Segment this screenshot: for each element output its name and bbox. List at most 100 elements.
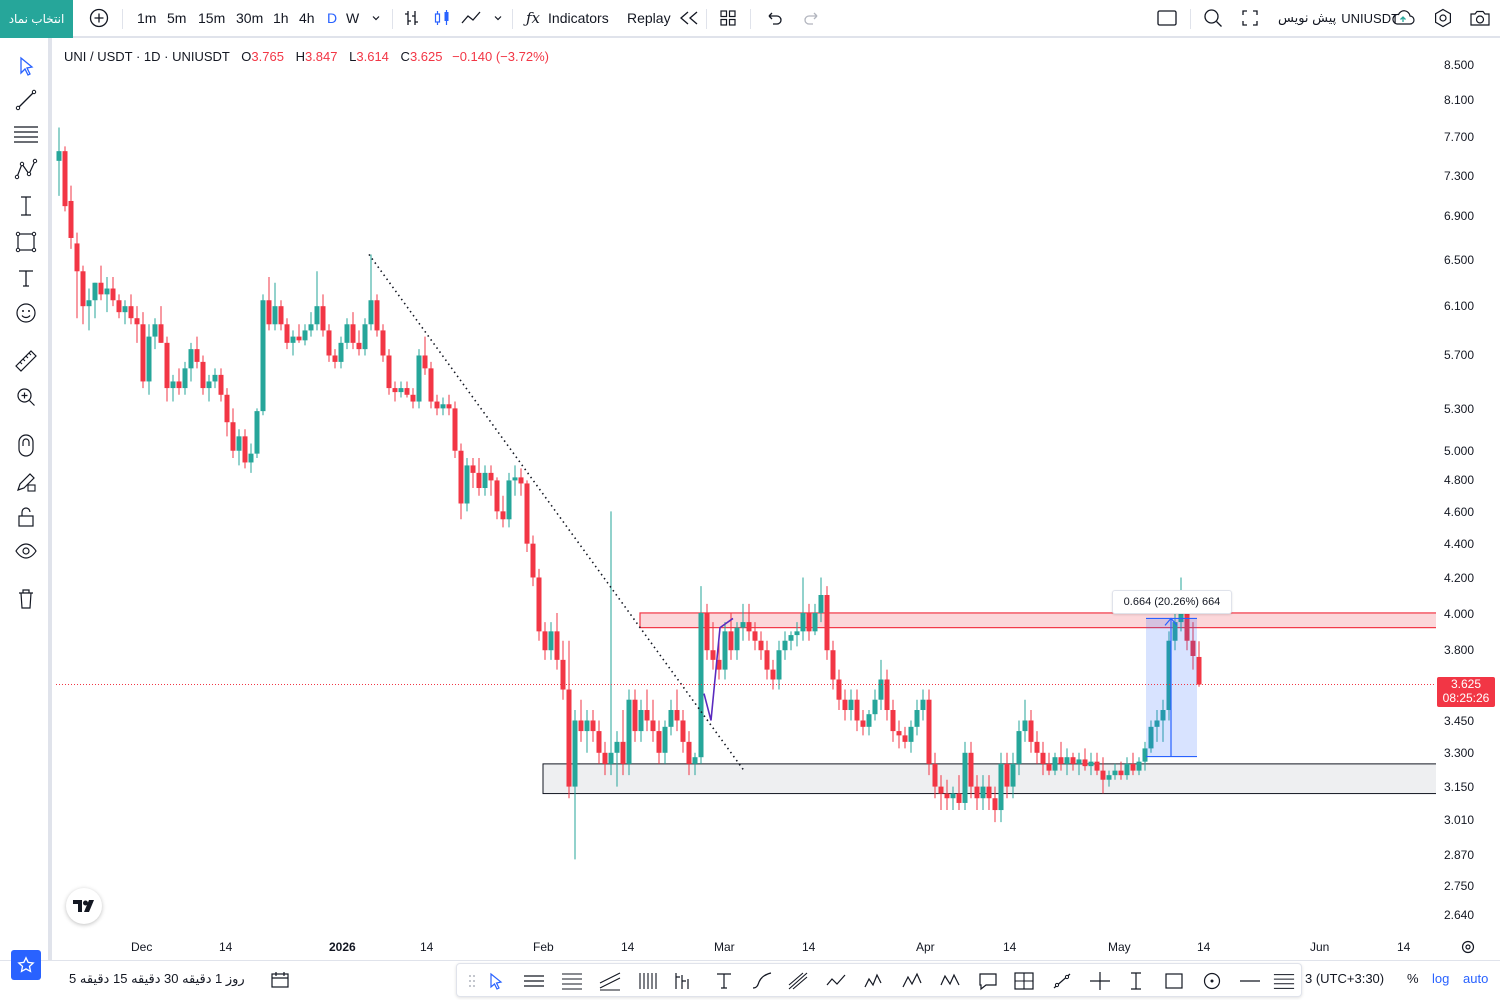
callout-icon[interactable]: [977, 970, 999, 992]
timezone-label[interactable]: 3 (UTC+3:30): [1305, 971, 1385, 986]
redo-icon[interactable]: [802, 0, 822, 36]
candle-body: [1052, 757, 1058, 771]
symbol-description[interactable]: UNI / USDT · 1D · UNIUSDT: [64, 49, 230, 64]
candle-body: [518, 477, 524, 484]
emoji-icon[interactable]: [10, 297, 42, 329]
auto-toggle[interactable]: auto: [1463, 971, 1489, 986]
divider: [122, 9, 123, 29]
line-chart-icon[interactable]: [460, 0, 482, 36]
trend-line-icon[interactable]: [10, 84, 42, 116]
price-label: 2.640: [1444, 908, 1475, 922]
rectangle-icon[interactable]: [1163, 970, 1185, 992]
candle-body: [536, 577, 542, 632]
interval-1m[interactable]: 1m: [137, 10, 157, 26]
layout-grid-icon[interactable]: [718, 0, 738, 36]
interval-5m[interactable]: 5m: [167, 10, 187, 26]
cloud-save-icon[interactable]: [1390, 0, 1416, 36]
candle-body: [254, 411, 260, 454]
lock-drawings-pencil-icon[interactable]: [10, 466, 42, 498]
candle-body: [1196, 656, 1202, 685]
lock-icon[interactable]: [10, 501, 42, 533]
candle-body: [440, 404, 446, 409]
interval-15m[interactable]: 15m: [198, 10, 226, 26]
gann-box-icon[interactable]: [637, 970, 659, 992]
price-range-icon[interactable]: [1125, 970, 1147, 992]
candle-body: [206, 381, 212, 389]
fib-retracement-icon[interactable]: [561, 970, 583, 992]
candle-body: [278, 306, 284, 325]
camera-icon[interactable]: [1468, 0, 1492, 36]
indicators-button[interactable]: ƒx Indicators: [526, 0, 609, 36]
add-symbol-icon[interactable]: [88, 0, 110, 36]
pattern-drawing: [703, 617, 734, 721]
date-price-range-icon[interactable]: [1013, 970, 1035, 992]
interval-1h[interactable]: 1h: [273, 10, 289, 26]
text-tool-icon[interactable]: [713, 970, 735, 992]
range-30-minutes[interactable]: 30 دقیقه: [164, 971, 212, 986]
interval-4h[interactable]: 4h: [299, 10, 315, 26]
candles-icon[interactable]: [432, 0, 452, 36]
ray-icon[interactable]: [1051, 970, 1073, 992]
fullscreen-rect-icon[interactable]: [1156, 0, 1178, 36]
cross-line-icon[interactable]: [1089, 970, 1111, 992]
horizontal-line-icon[interactable]: [1239, 970, 1261, 992]
range-1-day[interactable]: 1 روز: [215, 971, 245, 986]
interval-30m[interactable]: 30m: [236, 10, 264, 26]
close-value: 3.625: [409, 49, 443, 64]
range-5-minutes[interactable]: 5 دقیقه: [69, 971, 110, 986]
horizontal-lines-icon[interactable]: [10, 119, 42, 151]
bar-chart-icon[interactable]: [402, 0, 422, 36]
brush-icon[interactable]: [751, 970, 773, 992]
candle-body: [446, 404, 452, 409]
cursor-arrow-icon[interactable]: [10, 50, 42, 82]
replay-button[interactable]: Replay: [627, 0, 701, 36]
projection-icon[interactable]: [10, 190, 42, 222]
cursor-arrow-icon[interactable]: [485, 970, 507, 992]
candle-body: [968, 752, 974, 787]
text-tool-icon[interactable]: [10, 262, 42, 294]
candle-body: [836, 679, 842, 700]
chevron-down-icon[interactable]: [492, 0, 504, 36]
fib-time-icon[interactable]: [671, 970, 693, 992]
parallel-channel-icon[interactable]: [523, 970, 545, 992]
horizontal-lines-icon[interactable]: [1273, 970, 1295, 992]
price-chart[interactable]: [56, 40, 1436, 960]
xabcd-pattern-icon[interactable]: [939, 970, 961, 992]
undo-icon[interactable]: [764, 0, 784, 36]
fib-channel-icon[interactable]: [599, 970, 621, 992]
symbol-search-button[interactable]: انتخاب نماد: [0, 0, 73, 38]
date-range-icon[interactable]: [269, 970, 291, 995]
drag-handle-icon[interactable]: [461, 970, 483, 992]
trash-icon[interactable]: [10, 583, 42, 615]
elliott-wave-icon[interactable]: [863, 970, 885, 992]
chevron-down-icon[interactable]: [370, 0, 382, 36]
pattern-icon[interactable]: [10, 154, 42, 186]
favorites-star-icon[interactable]: [11, 950, 41, 980]
rectangle-icon[interactable]: [10, 226, 42, 258]
zoom-in-icon[interactable]: [10, 381, 42, 413]
maximize-icon[interactable]: [1240, 0, 1260, 36]
price-label: 3.150: [1444, 780, 1475, 794]
circle-icon[interactable]: [1201, 970, 1223, 992]
candle-body: [770, 669, 776, 680]
percent-toggle[interactable]: %: [1407, 971, 1419, 986]
quick-search-icon[interactable]: [1202, 0, 1224, 36]
candle-body: [458, 450, 464, 504]
range-15-minutes[interactable]: 15 دقیقه: [113, 971, 161, 986]
candle-body: [596, 731, 602, 753]
tradingview-logo[interactable]: [66, 888, 102, 924]
symbol-draft-label[interactable]: پیش نویس UNIUSDT: [1278, 0, 1399, 36]
eye-icon[interactable]: [10, 535, 42, 567]
log-toggle[interactable]: log: [1432, 971, 1450, 986]
interval-d[interactable]: D: [327, 10, 338, 26]
candle-body: [956, 793, 962, 803]
magnet-icon[interactable]: [10, 430, 42, 462]
pitchfork-icon[interactable]: [787, 970, 809, 992]
abcd-pattern-icon[interactable]: [901, 970, 923, 992]
settings-gear-icon[interactable]: [1432, 0, 1454, 36]
price-label: 5.700: [1444, 348, 1475, 362]
axis-settings-icon[interactable]: [1460, 939, 1476, 960]
ruler-icon[interactable]: [10, 345, 42, 377]
path-icon[interactable]: [825, 970, 847, 992]
interval-w[interactable]: W: [346, 10, 360, 26]
